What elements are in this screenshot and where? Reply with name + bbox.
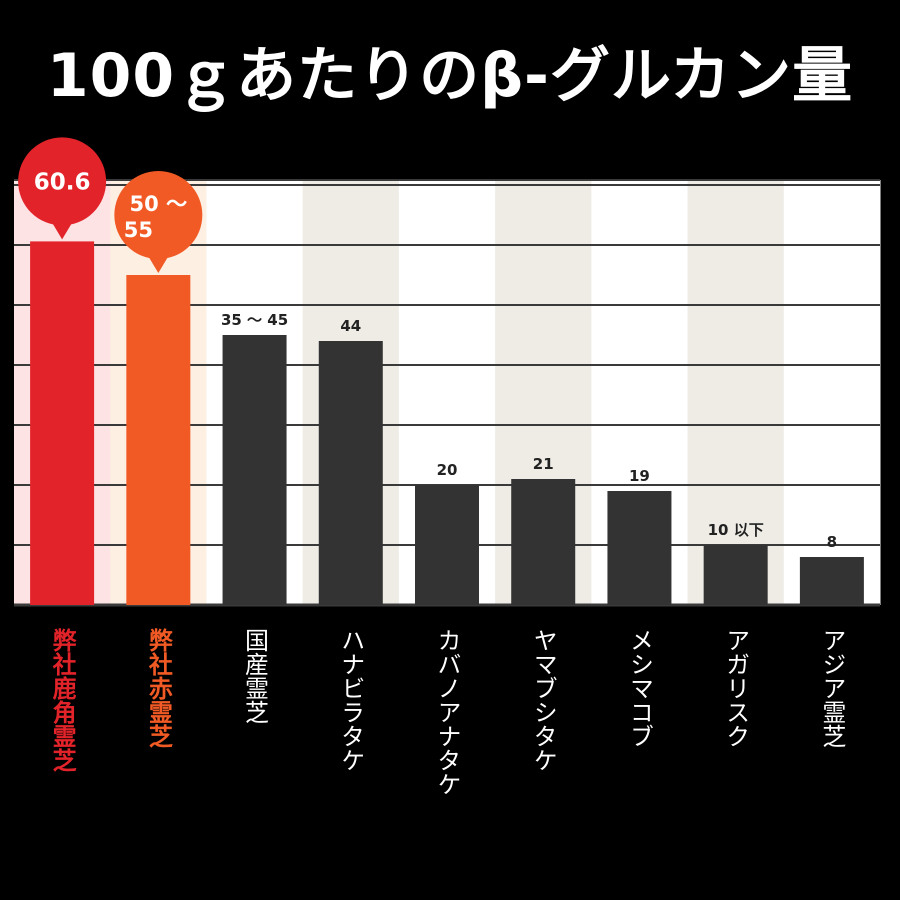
value-label: 10 以下 (708, 521, 764, 539)
value-label: 50 〜 55 (124, 192, 187, 242)
value-label: 8 (827, 533, 837, 551)
value-label: 19 (629, 467, 650, 485)
category-label: 弊社赤霊芝 (144, 627, 172, 748)
bars (30, 241, 864, 605)
bar (30, 241, 95, 605)
category-labels: 弊社鹿角霊芝 弊社赤霊芝 国産霊芝 ハナビラタケ カバノアナタケ ヤマブシタケ メシマコブ ア… (48, 627, 846, 796)
category-label: ヤマブシタケ (529, 628, 557, 772)
bar (222, 335, 287, 605)
bar (511, 479, 576, 605)
value-label: 35 〜 45 (221, 311, 288, 329)
value-label: 44 (340, 317, 361, 335)
bar (799, 557, 864, 605)
chart-title: 100ｇあたりのβ-グルカン量 (46, 41, 854, 111)
bar (703, 545, 768, 605)
value-label: 21 (533, 455, 554, 473)
bar (126, 275, 191, 605)
bar (318, 341, 383, 605)
category-label: アジア霊芝 (818, 628, 846, 748)
category-label: 弊社鹿角霊芝 (48, 627, 76, 772)
value-labels: 35 〜 45 44 20 21 19 10 以下 8 (221, 311, 837, 551)
category-label: カバノアナタケ (433, 628, 461, 796)
column-background (687, 180, 785, 605)
category-label: ハナビラタケ (337, 628, 365, 772)
bar (415, 485, 479, 605)
category-label: アガリスク (722, 628, 750, 748)
category-label: 国産霊芝 (241, 628, 269, 724)
category-label: メシマコブ (625, 628, 653, 748)
value-label: 60.6 (34, 169, 91, 195)
callout-bubble (18, 137, 107, 226)
value-label: 20 (437, 461, 458, 479)
callout-bubble (114, 171, 203, 259)
column-background (783, 180, 881, 605)
bar (607, 491, 672, 605)
callouts: 60.6 50 〜 55 (18, 137, 203, 273)
